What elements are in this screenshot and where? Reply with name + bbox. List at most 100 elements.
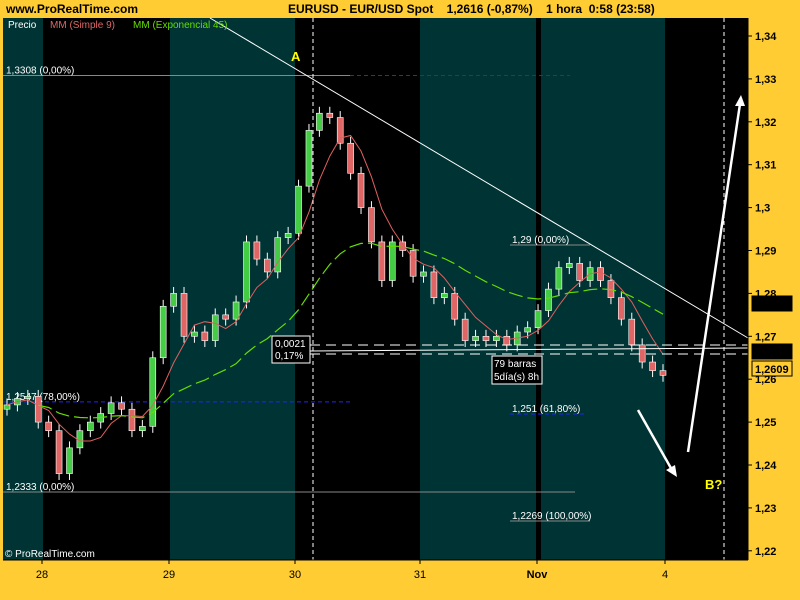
candle (55, 424, 63, 481)
price-badge (751, 295, 793, 312)
arrow-up (686, 103, 742, 453)
candle-body (34, 396, 42, 423)
candle-body (45, 421, 52, 431)
candle (388, 235, 396, 287)
y-tick-label: 1,32 (755, 117, 776, 129)
bars-count: 79 barras (494, 359, 536, 370)
candle (87, 415, 94, 438)
bars-duration: 5día(s) 8h (494, 372, 539, 383)
fib-label: 1,251 (61,80%) (512, 404, 580, 415)
candle (149, 351, 157, 433)
price-badge (751, 360, 793, 377)
candle (368, 201, 375, 249)
candle (191, 325, 198, 343)
legend-ema: MM (Exponencial 45) (133, 20, 227, 31)
candle (264, 252, 271, 279)
instrument-title: EURUSD - EUR/USD Spot 1,2616 (-0,87%) 1 … (288, 2, 655, 16)
y-tick-label: 1,24 (755, 460, 777, 472)
candle-body (493, 335, 500, 341)
candle (34, 389, 42, 429)
candle (118, 396, 125, 416)
price-badge-label: 1,2651 (755, 347, 789, 359)
y-tick-label: 1,3 (755, 203, 770, 215)
candle-body (3, 404, 11, 410)
candle (243, 235, 250, 309)
candle (253, 235, 261, 266)
candle (482, 329, 490, 348)
fib-label: 1,2547 (78,00%) (6, 392, 80, 403)
fib-label: 1,2269 (100,00%) (512, 511, 592, 522)
candle-body (128, 408, 136, 431)
candle-body (659, 370, 667, 376)
candle (638, 338, 646, 369)
y-tick-label: 1,29 (755, 246, 776, 258)
candle (316, 106, 323, 137)
candle (201, 325, 209, 348)
candle-body (243, 241, 250, 303)
session-bands (3, 18, 748, 560)
legend-sma: MM (Simple 9) (50, 20, 115, 31)
candle-body (253, 241, 261, 260)
fib-label: 1,29 (0,00%) (512, 235, 569, 246)
arrow-head-icon (666, 465, 677, 477)
candle (524, 321, 531, 339)
candle-body (597, 267, 604, 281)
candle (24, 389, 32, 405)
candle (170, 286, 177, 313)
candle-body (628, 318, 636, 346)
trend-line (209, 17, 749, 339)
candle-body (295, 185, 302, 234)
candle (659, 364, 667, 382)
candle (472, 329, 479, 348)
site-name: www.ProRealTime.com (6, 2, 139, 16)
candle (128, 402, 136, 438)
label-b: B? (705, 477, 722, 492)
candle (555, 261, 563, 296)
candle-body (399, 241, 406, 251)
candle-body (430, 271, 438, 298)
x-tick-label: 31 (414, 569, 426, 581)
candle-body (118, 402, 125, 410)
candle (441, 286, 448, 305)
session-band (420, 18, 536, 560)
candle-body (66, 447, 73, 474)
candle (139, 419, 146, 438)
candle (409, 244, 417, 283)
candle-body (555, 267, 563, 290)
candle-body (649, 361, 656, 371)
candle-body (139, 426, 146, 431)
session-band (170, 18, 295, 560)
price-badge (751, 343, 793, 360)
candle (461, 312, 469, 348)
arrow-head-icon (735, 95, 745, 106)
candle (295, 179, 302, 240)
candle-body (264, 258, 271, 273)
fib-label: 1,2333 (0,00%) (6, 482, 74, 493)
candle (305, 123, 313, 193)
candle (534, 304, 542, 335)
fib-label: 1,3308 (0,00%) (6, 65, 74, 76)
candle-body (180, 293, 188, 337)
candle-body (638, 344, 646, 363)
candle-body (55, 430, 63, 474)
x-tick-label: Nov (527, 569, 549, 581)
candle-body (618, 297, 625, 320)
y-tick-label: 1,31 (755, 160, 776, 172)
candle-body (461, 318, 469, 341)
candle (159, 299, 167, 365)
candle (232, 295, 240, 326)
y-tick-label: 1,22 (755, 546, 776, 558)
session-band (3, 18, 43, 560)
candle-body (472, 335, 479, 341)
measure-line (309, 347, 749, 352)
copyright: © ProRealTime.com (5, 549, 95, 560)
candle-body (388, 241, 396, 281)
candle-body (170, 293, 177, 307)
candle-body (565, 263, 573, 268)
measure-percent: 0,17% (275, 351, 303, 362)
y-tick-label: 1,23 (755, 503, 776, 515)
candle-body (159, 305, 167, 359)
candle-body (326, 112, 334, 118)
